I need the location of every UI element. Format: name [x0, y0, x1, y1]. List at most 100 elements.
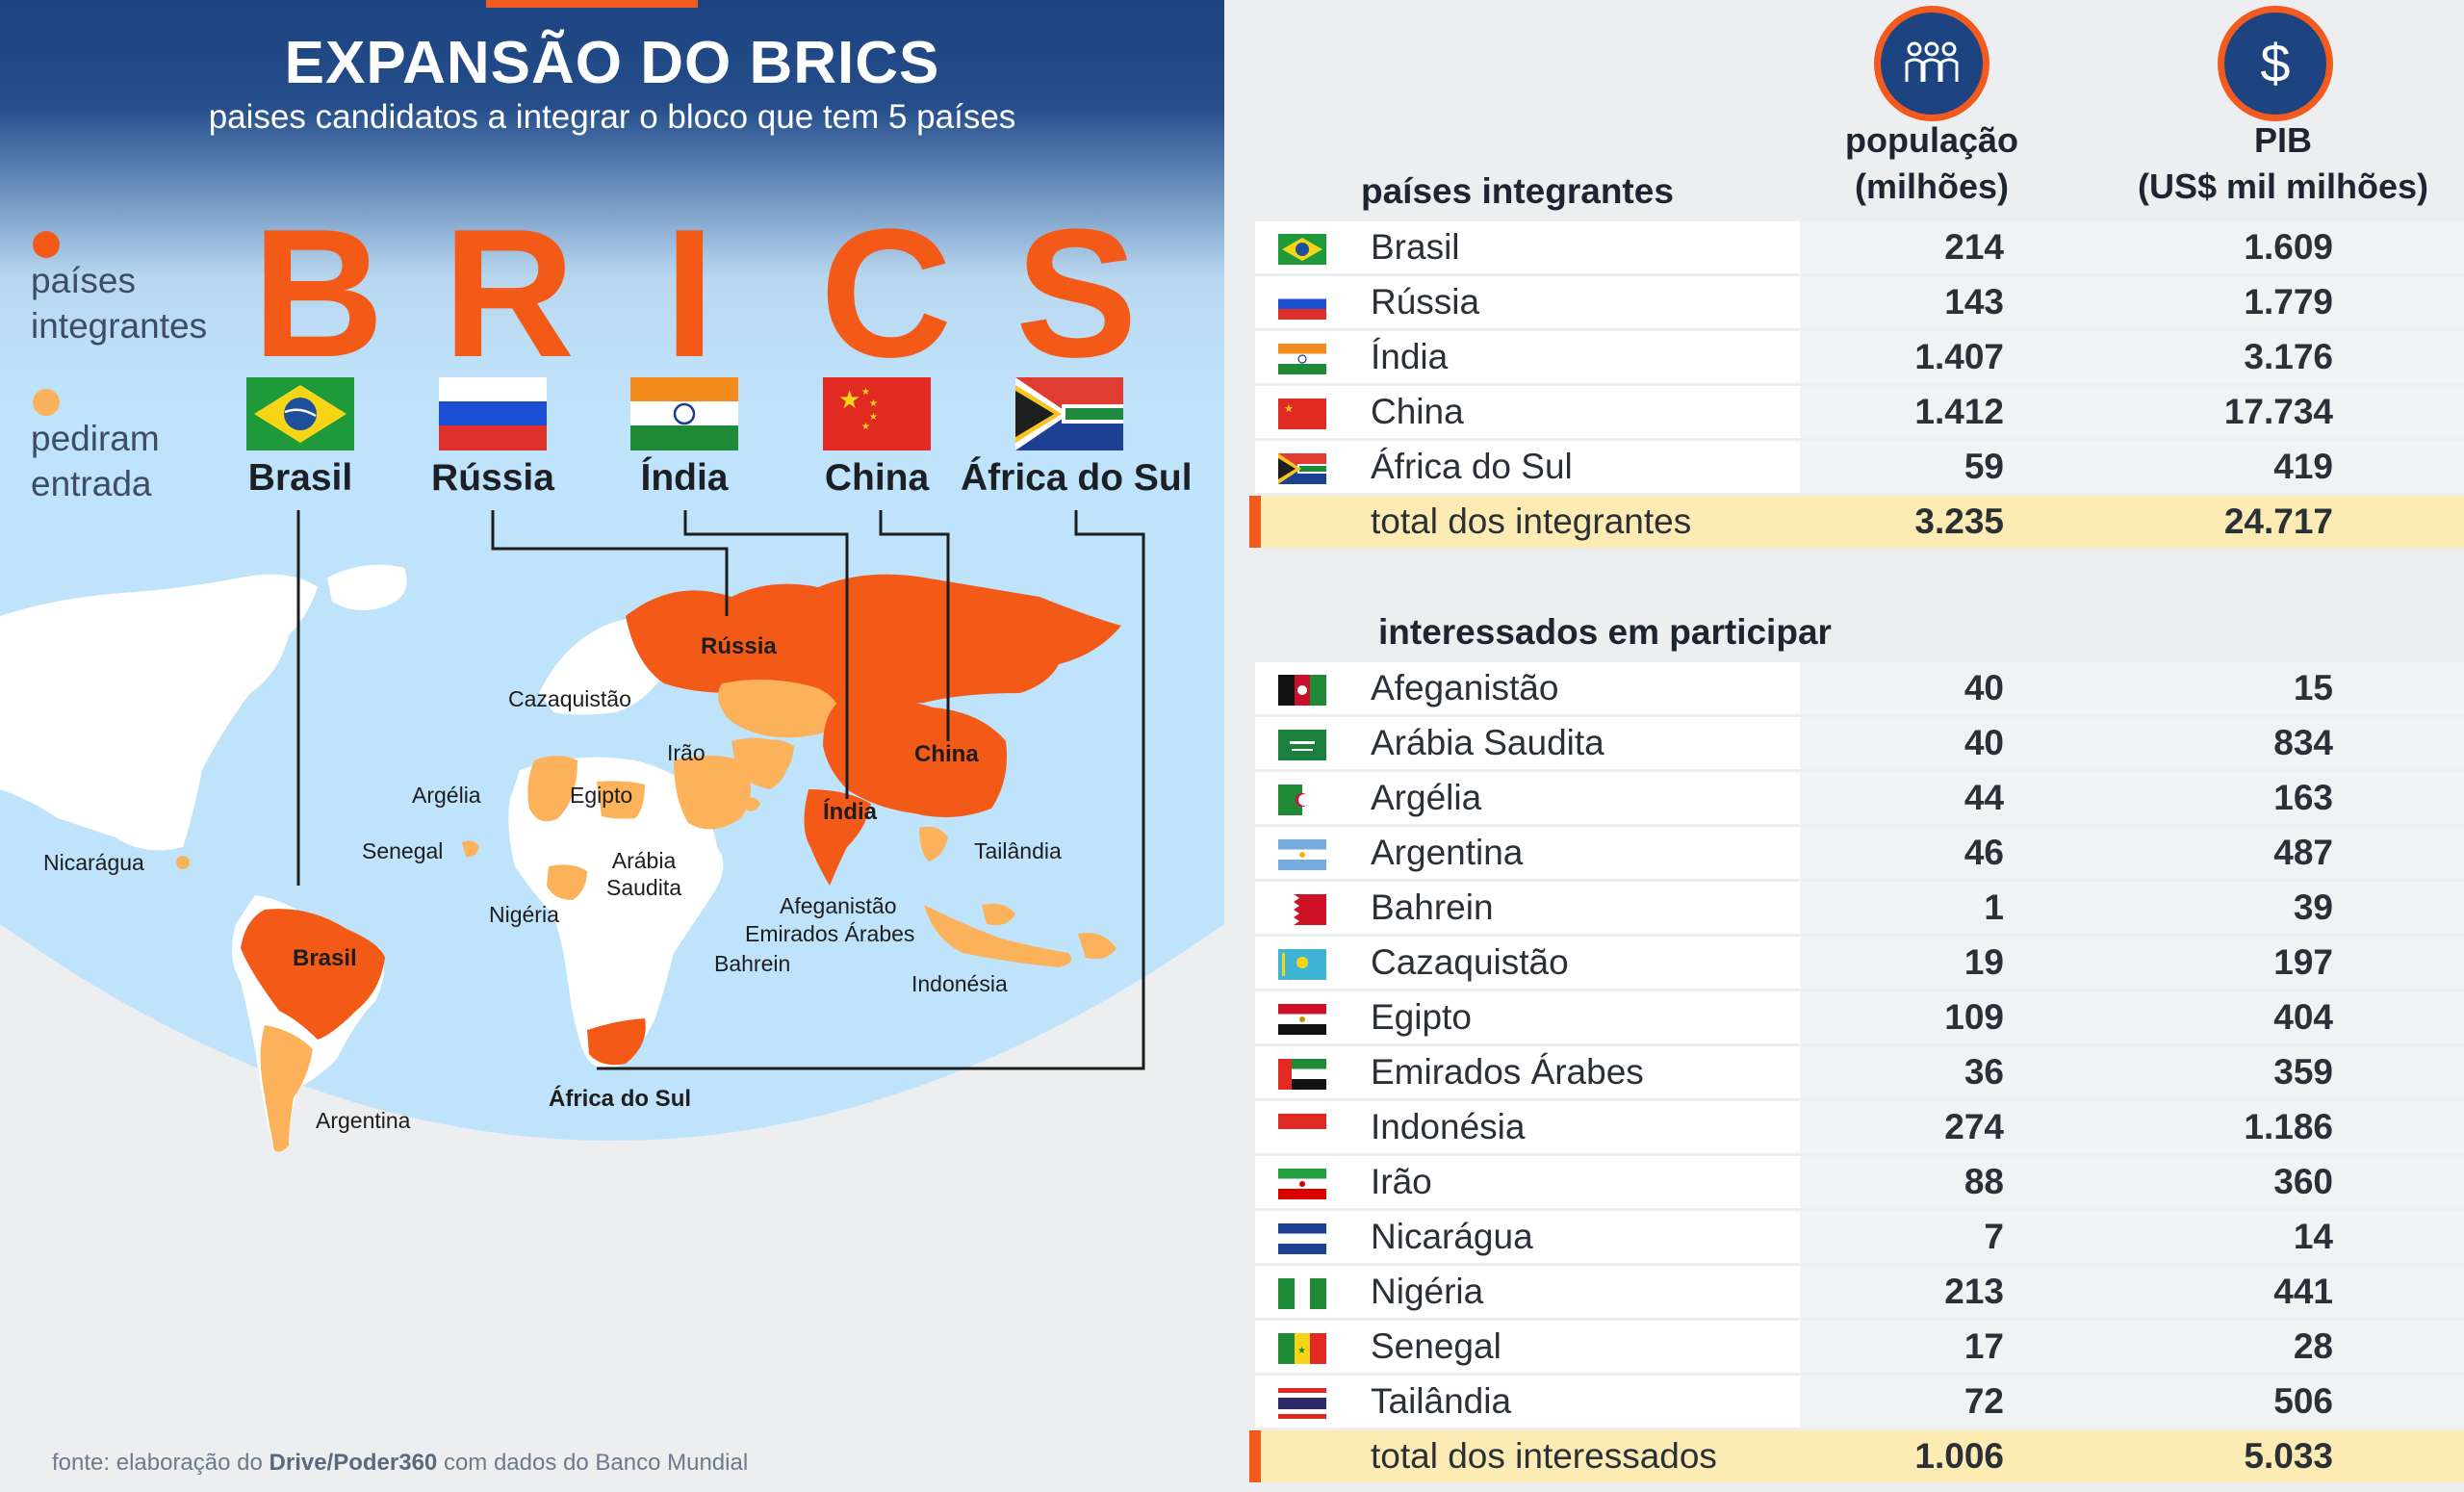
- russia-flag-icon: [439, 377, 547, 450]
- map-label-nicaragua: Nicarágua: [43, 850, 144, 875]
- map-label-kazakhstan: Cazaquistão: [508, 686, 631, 711]
- row-value-cell: [1800, 937, 2464, 989]
- country-name: Egipto: [1371, 997, 1472, 1037]
- map-label-uae: Emirados Árabes: [745, 921, 915, 946]
- map-label-afghanistan: Afeganistão: [780, 893, 897, 918]
- population-value: 274: [1944, 1107, 2004, 1146]
- table-row: Argentina 46 487: [1255, 827, 2464, 881]
- row-value-cell: [1800, 1211, 2464, 1263]
- row-value-cell: [1800, 991, 2464, 1043]
- south-africa-flag-icon: [1278, 453, 1326, 484]
- table-row: Argélia 44 163: [1255, 772, 2464, 826]
- brics-letter-s: S: [1015, 192, 1138, 396]
- legend-applicants-label: pediram entrada: [31, 419, 160, 503]
- population-value: 143: [1944, 282, 2004, 322]
- table-row: Índia 1.407 3.176: [1255, 331, 2464, 385]
- accent-bar: [486, 0, 698, 8]
- map-label-indonesia: Indonésia: [911, 971, 1008, 996]
- argentina-flag-icon: [1278, 839, 1326, 870]
- total-label: total dos integrantes: [1371, 502, 1692, 541]
- dollar-icon: $: [2218, 6, 2333, 121]
- row-value-cell: [1800, 441, 2464, 493]
- gdp-value: 197: [2273, 942, 2333, 982]
- table-row: Cazaquistão 19 197: [1255, 937, 2464, 990]
- table-row: Arábia Saudita 40 834: [1255, 717, 2464, 771]
- bahrain-flag-icon: [1278, 894, 1326, 925]
- total-population: 3.235: [1914, 502, 2004, 541]
- gdp-value: 1.609: [2244, 227, 2333, 267]
- table-row: Indonésia 274 1.186: [1255, 1101, 2464, 1155]
- row-name-cell: [1255, 331, 1800, 383]
- row-name-cell: [1255, 441, 1800, 493]
- country-name: Índia: [1371, 337, 1449, 376]
- total-row: total dos interessados 1.006 5.033: [1249, 1430, 2464, 1484]
- nigeria-flag-icon: [1278, 1278, 1326, 1309]
- brics-name-india: Índia: [640, 457, 729, 499]
- row-value-cell: [1800, 1376, 2464, 1428]
- algeria-flag-icon: [1278, 785, 1326, 815]
- brics-name-russia: Rússia: [431, 457, 554, 499]
- gdp-value: 834: [2273, 723, 2333, 762]
- country-name: Senegal: [1371, 1326, 1502, 1366]
- legend-members-label: países integrantes: [31, 261, 208, 346]
- row-value-cell: [1800, 1101, 2464, 1153]
- legend-applicants-dot: [33, 389, 60, 416]
- row-name-cell: [1255, 772, 1800, 824]
- row-value-cell: [1800, 386, 2464, 438]
- row-value-cell: [1800, 221, 2464, 273]
- total-gdp: 5.033: [2244, 1436, 2333, 1476]
- world-map: [0, 510, 1224, 1492]
- population-icon: [1874, 6, 1989, 121]
- population-value: 46: [1964, 833, 2004, 872]
- country-name: Nicarágua: [1371, 1217, 1533, 1256]
- page-subtitle: paises candidatos a integrar o bloco que…: [208, 98, 1016, 136]
- map-label-south-africa: África do Sul: [549, 1086, 692, 1112]
- svg-text:★: ★: [838, 385, 860, 414]
- svg-text:★: ★: [869, 412, 878, 423]
- table-row: Egipto 109 404: [1255, 991, 2464, 1045]
- country-name: Tailândia: [1371, 1381, 1512, 1421]
- russia-flag-icon: [1278, 289, 1326, 320]
- row-name-cell: [1255, 1266, 1800, 1318]
- map-label-argentina: Argentina: [316, 1108, 411, 1133]
- brics-letter-c: C: [820, 192, 953, 396]
- population-value: 36: [1964, 1052, 2004, 1092]
- total-value-cell: [1800, 496, 2464, 548]
- kazakhstan-flag-icon: [1278, 949, 1326, 980]
- source-org: Drive/Poder360: [269, 1450, 438, 1476]
- svg-text:$: $: [2260, 33, 2290, 93]
- table-row: ★ China 1.412 17.734: [1255, 386, 2464, 440]
- total-value-cell: [1800, 1430, 2464, 1482]
- row-name-cell: [1255, 1046, 1800, 1098]
- total-population: 1.006: [1914, 1436, 2004, 1476]
- population-value: 44: [1964, 778, 2004, 817]
- total-name-cell: [1255, 496, 1800, 548]
- gdp-value: 39: [2293, 887, 2333, 927]
- members-heading: países integrantes: [1361, 171, 1674, 211]
- source-prefix: fonte: elaboração do: [52, 1450, 270, 1476]
- gdp-value: 441: [2273, 1272, 2333, 1311]
- map-label-iran: Irão: [667, 740, 706, 765]
- gdp-value: 14: [2293, 1217, 2333, 1256]
- row-name-cell: [1255, 717, 1800, 769]
- table-row: Afeganistão 40 15: [1255, 662, 2464, 716]
- map-label-nigeria: Nigéria: [489, 902, 559, 927]
- applicants-heading: interessados em participar: [1378, 612, 1832, 652]
- map-label-senegal: Senegal: [362, 838, 444, 863]
- population-value: 7: [1984, 1217, 2004, 1256]
- row-value-cell: [1800, 331, 2464, 383]
- svg-text:★: ★: [869, 399, 878, 409]
- row-name-cell: [1255, 662, 1800, 714]
- table-row: Emirados Árabes 36 359: [1255, 1046, 2464, 1100]
- saudi-arabia-flag-icon: [1278, 730, 1326, 760]
- gdp-value: 404: [2273, 997, 2333, 1037]
- nicaragua-flag-icon: [1278, 1223, 1326, 1254]
- country-name: China: [1371, 392, 1464, 431]
- row-value-cell: [1800, 717, 2464, 769]
- row-name-cell: [1255, 1376, 1800, 1428]
- afghanistan-flag-icon: [1278, 675, 1326, 706]
- row-name-cell: [1255, 276, 1800, 328]
- gdp-value: 359: [2273, 1052, 2333, 1092]
- brasil-flag-icon: [1278, 234, 1326, 265]
- south-africa-flag-icon: [1015, 377, 1123, 450]
